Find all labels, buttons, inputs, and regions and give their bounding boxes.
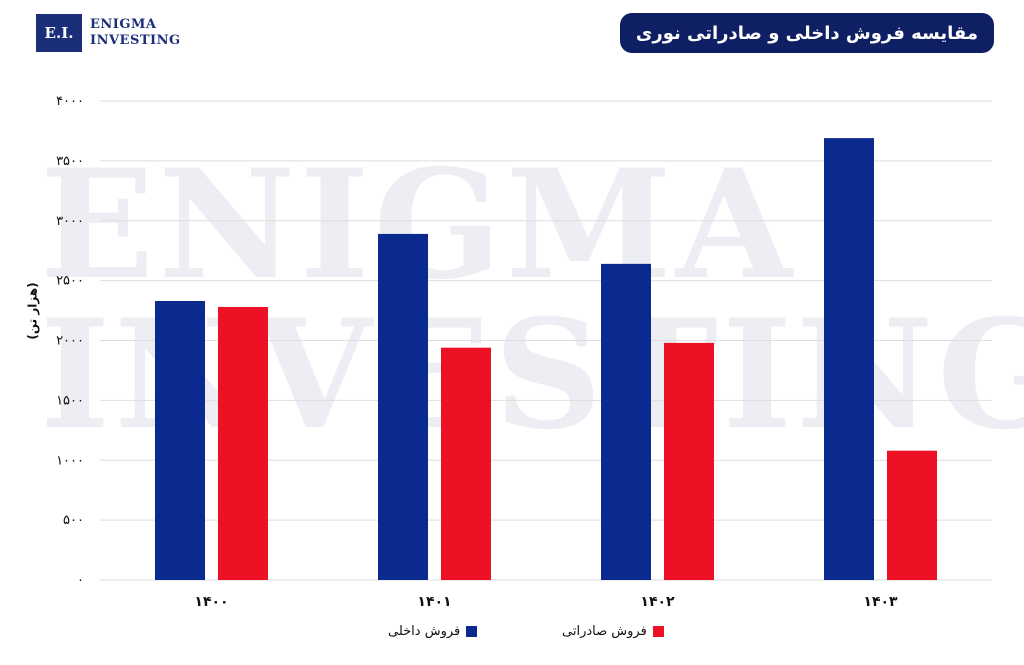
logo: E.I. ENIGMA INVESTING xyxy=(36,14,181,52)
x-axis-ticks: ۱۴۰۰ ۱۴۰۱ ۱۴۰۲ ۱۴۰۳ xyxy=(194,594,898,610)
legend-swatch-domestic xyxy=(466,626,478,637)
legend: فروش داخلی فروش صادراتی xyxy=(0,624,1024,648)
legend-item-domestic: فروش داخلی xyxy=(388,624,478,639)
x-tick-label: ۱۴۰۳ xyxy=(863,594,898,610)
bar-domestic-2 xyxy=(378,233,428,581)
bar-export-1 xyxy=(218,306,268,580)
y-tick-label: ۴۰۰۰ xyxy=(56,94,84,109)
logo-wordmark: ENIGMA INVESTING xyxy=(90,17,181,49)
bar-domestic-4 xyxy=(824,138,874,580)
x-tick-label: ۱۴۰۰ xyxy=(194,594,228,610)
logo-mark: E.I. xyxy=(36,14,82,52)
y-tick-label: ۲۵۰۰ xyxy=(56,274,84,289)
legend-swatch-export xyxy=(652,626,664,637)
y-tick-label: ۱۵۰۰ xyxy=(56,393,84,408)
y-tick-label: ۳۰۰۰ xyxy=(56,214,84,229)
bar-export-2 xyxy=(441,347,491,580)
y-axis-label: (هزار تن) xyxy=(25,282,40,340)
chart-title: مقایسه فروش داخلی و صادراتی نوری xyxy=(619,13,994,53)
y-tick-label: ۰ xyxy=(77,573,84,588)
bars xyxy=(155,138,937,581)
y-tick-label: ۳۵۰۰ xyxy=(56,154,84,169)
legend-item-export: فروش صادراتی xyxy=(562,624,664,639)
x-tick-label: ۱۴۰۱ xyxy=(417,594,451,610)
y-tick-label: ۲۰۰۰ xyxy=(56,334,84,349)
legend-label-domestic: فروش داخلی xyxy=(388,624,461,639)
legend-label-export: فروش صادراتی xyxy=(562,624,647,639)
bar-domestic-3 xyxy=(601,263,651,580)
bar-domestic-1 xyxy=(155,300,205,580)
logo-line-1: ENIGMA xyxy=(90,17,157,32)
y-tick-label: ۵۰۰ xyxy=(63,513,84,528)
y-axis-label-wrap: (هزار تن) xyxy=(4,282,44,342)
logo-line-2: INVESTING xyxy=(90,33,181,48)
y-tick-label: ۱۰۰۰ xyxy=(56,453,84,468)
bar-export-4 xyxy=(887,450,937,580)
x-tick-label: ۱۴۰۲ xyxy=(640,594,675,610)
y-axis-ticks: ۰ ۵۰۰ ۱۰۰۰ ۱۵۰۰ ۲۰۰۰ ۲۵۰۰ ۳۰۰۰ ۳۵۰۰ ۴۰۰۰ xyxy=(56,94,84,588)
bar-export-3 xyxy=(664,342,714,580)
